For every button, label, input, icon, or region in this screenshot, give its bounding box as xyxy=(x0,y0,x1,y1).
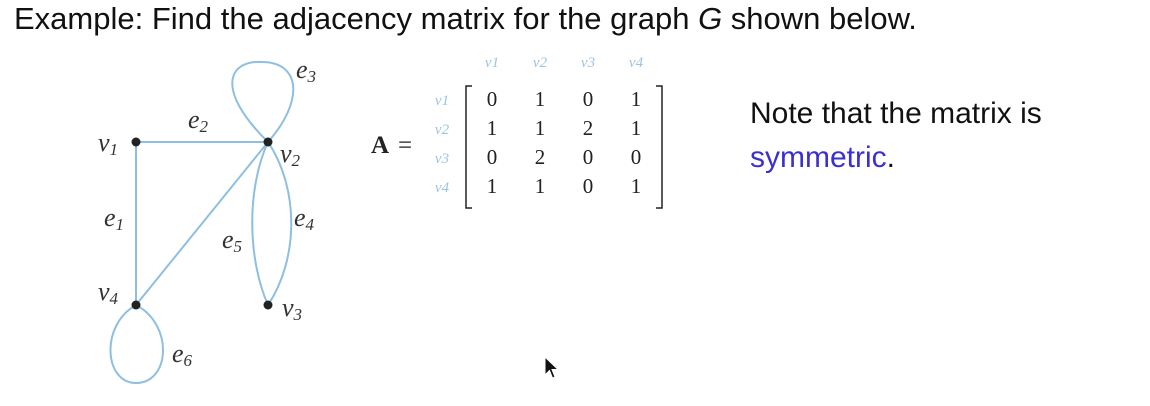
right-bracket xyxy=(656,85,663,209)
matrix-cell: 1 xyxy=(631,174,642,198)
label-e1: e1 xyxy=(104,203,124,234)
matrix-cell: 1 xyxy=(535,87,546,111)
matrix-cell: 2 xyxy=(583,116,594,140)
edge-e4 xyxy=(267,141,293,306)
matrix-cell: 1 xyxy=(535,116,546,140)
col-header-1: v1 xyxy=(485,55,499,71)
label-v1: v1 xyxy=(98,128,118,159)
note-end: . xyxy=(886,141,895,174)
row-header-3: v3 xyxy=(435,151,449,167)
note-text: Note that the matrix is symmetric. xyxy=(750,92,1130,180)
matrix-cell: 0 xyxy=(583,174,594,198)
title-text: Example: Find the adjacency matrix for t… xyxy=(14,1,699,36)
label-v4: v4 xyxy=(98,277,119,308)
col-header-3: v3 xyxy=(581,55,595,71)
label-v2: v2 xyxy=(280,139,301,170)
vertex-v3 xyxy=(263,300,273,310)
matrix-cell: 1 xyxy=(487,116,498,140)
edge-e4-parallel xyxy=(251,141,269,306)
page-title: Example: Find the adjacency matrix for t… xyxy=(14,0,917,38)
matrix-cell: 2 xyxy=(535,145,546,169)
label-e2: e2 xyxy=(188,105,209,136)
vertex-v2 xyxy=(263,137,273,147)
label-e5: e5 xyxy=(222,225,242,256)
graph-name: G xyxy=(698,1,723,36)
label-e6: e6 xyxy=(172,339,193,370)
label-v3: v3 xyxy=(282,293,302,324)
edge-e6 xyxy=(109,304,164,385)
label-e4: e4 xyxy=(294,203,315,234)
note-line: Note that the matrix is xyxy=(750,97,1042,130)
title-suffix: shown below. xyxy=(722,1,917,36)
matrix-cell: 0 xyxy=(583,87,594,111)
mouse-cursor-icon xyxy=(544,356,560,379)
matrix-cell: 0 xyxy=(487,145,498,169)
graph-g xyxy=(109,60,295,385)
matrix-cell: 1 xyxy=(487,174,498,198)
vertex-v1 xyxy=(131,137,141,147)
matrix-cell: 1 xyxy=(631,87,642,111)
row-header-4: v4 xyxy=(435,180,450,196)
matrix-cell: 0 xyxy=(487,87,498,111)
left-bracket xyxy=(465,85,472,209)
adjacency-matrix: A = v1 v2 v3 v4 v1 v2 v3 v4 0 1 0 1 1 1 2 1 0 2 0 0 1 1 0 1 xyxy=(371,55,663,209)
col-header-2: v2 xyxy=(533,55,548,71)
edge-e3 xyxy=(231,60,295,143)
matrix-equals: = xyxy=(398,132,412,159)
matrix-cell: 0 xyxy=(583,145,594,169)
label-e3: e3 xyxy=(296,55,316,86)
row-header-2: v2 xyxy=(435,122,450,138)
matrix-cell: 0 xyxy=(631,145,642,169)
matrix-cell: 1 xyxy=(631,116,642,140)
vertex-v4 xyxy=(131,300,141,310)
edge-e5 xyxy=(135,141,269,306)
note-highlight: symmetric xyxy=(750,141,887,174)
col-header-4: v4 xyxy=(629,55,644,71)
matrix-cell: 1 xyxy=(535,174,546,198)
row-header-1: v1 xyxy=(435,93,449,109)
matrix-name: A xyxy=(371,132,389,159)
